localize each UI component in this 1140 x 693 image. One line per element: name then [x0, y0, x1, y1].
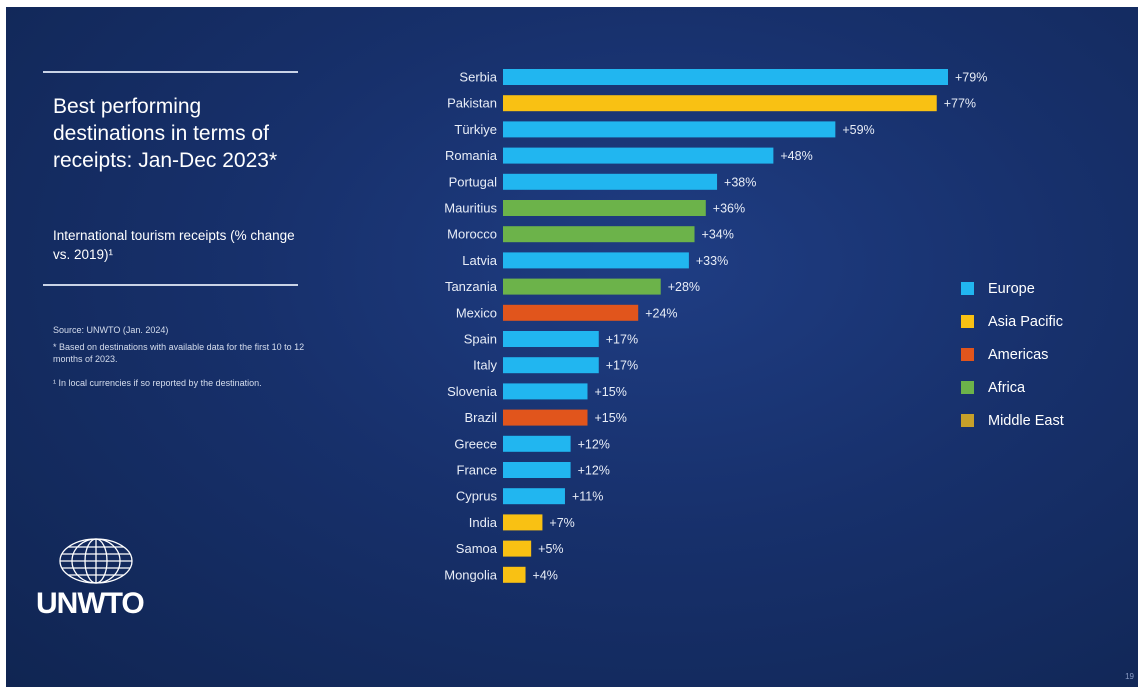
value-label-mexico: +24%: [645, 306, 677, 320]
bar-chart: Serbia +79% Pakistan +77% Türkiye +59% Romania…: [444, 69, 987, 583]
legend-label-europe: Europe: [988, 280, 1035, 297]
category-label-turkiye: Türkiye: [454, 122, 497, 137]
bar-turkiye: [503, 121, 836, 138]
category-label-cyprus: Cyprus: [456, 489, 498, 504]
value-label-india: +7%: [549, 516, 574, 530]
value-label-spain: +17%: [606, 333, 638, 347]
top-divider: [43, 71, 298, 73]
legend-swatch-middle-east: [961, 414, 974, 427]
value-label-slovenia: +15%: [594, 385, 626, 399]
bar-pakistan: [503, 95, 937, 112]
bar-greece: [503, 435, 571, 452]
value-label-pakistan: +77%: [944, 97, 976, 111]
legend-swatch-asia-pacific: [961, 315, 974, 328]
value-label-turkiye: +59%: [842, 123, 874, 137]
bar-samoa: [503, 540, 532, 557]
slide: Best performing destinations in terms of…: [6, 7, 1138, 687]
legend-swatch-africa: [961, 381, 974, 394]
bar-slovenia: [503, 383, 588, 400]
value-label-romania: +48%: [780, 149, 812, 163]
source-note: Source: UNWTO (Jan. 2024): [53, 325, 169, 335]
value-label-brazil: +15%: [594, 411, 626, 425]
legend-label-americas: Americas: [988, 346, 1049, 363]
legend-swatch-americas: [961, 348, 974, 361]
category-label-france: France: [457, 463, 497, 478]
bar-portugal: [503, 173, 718, 190]
value-label-morocco: +34%: [702, 228, 734, 242]
bar-france: [503, 462, 571, 478]
category-label-mexico: Mexico: [456, 305, 497, 320]
bar-tanzania: [503, 278, 661, 295]
legend-item-americas: Americas: [961, 338, 1064, 371]
bar-serbia: [503, 69, 948, 85]
bar-mongolia: [503, 566, 526, 583]
category-label-romania: Romania: [445, 148, 498, 163]
legend-item-middle-east: Middle East: [961, 404, 1064, 437]
legend-item-africa: Africa: [961, 371, 1064, 404]
unwto-globe-icon: [59, 538, 133, 584]
value-label-tanzania: +28%: [668, 280, 700, 294]
bar-brazil: [503, 409, 588, 426]
bar-mexico: [503, 304, 639, 321]
category-label-pakistan: Pakistan: [447, 96, 497, 111]
bar-italy: [503, 357, 599, 374]
value-label-mauritius: +36%: [713, 202, 745, 216]
legend-label-asia-pacific: Asia Pacific: [988, 313, 1063, 330]
category-label-spain: Spain: [464, 332, 497, 347]
value-label-greece: +12%: [578, 437, 610, 451]
footnote-available-data: * Based on destinations with available d…: [53, 342, 305, 364]
value-label-cyprus: +11%: [572, 490, 603, 504]
value-label-samoa: +5%: [538, 542, 563, 556]
bar-latvia: [503, 252, 689, 269]
value-label-mongolia: +4%: [533, 568, 558, 582]
legend-swatch-europe: [961, 282, 974, 295]
category-label-mauritius: Mauritius: [444, 201, 497, 216]
category-label-greece: Greece: [454, 436, 497, 451]
category-label-serbia: Serbia: [459, 70, 497, 85]
legend-item-asia-pacific: Asia Pacific: [961, 305, 1064, 338]
slide-subtitle: International tourism receipts (% change…: [53, 228, 295, 262]
legend-label-africa: Africa: [988, 379, 1026, 396]
category-label-italy: Italy: [473, 358, 497, 373]
category-label-brazil: Brazil: [464, 410, 497, 425]
value-label-portugal: +38%: [724, 175, 756, 189]
category-label-mongolia: Mongolia: [444, 567, 498, 582]
bar-morocco: [503, 226, 695, 243]
category-label-portugal: Portugal: [449, 174, 498, 189]
legend-label-middle-east: Middle East: [988, 412, 1064, 429]
bar-spain: [503, 331, 599, 347]
page-number: 19: [1125, 672, 1134, 681]
bar-mauritius: [503, 200, 706, 216]
category-label-tanzania: Tanzania: [445, 279, 498, 294]
value-label-italy: +17%: [606, 359, 638, 373]
footnote-local-currencies: ¹ In local currencies if so reported by …: [53, 378, 262, 388]
unwto-logo-text: UNWTO: [36, 587, 145, 620]
bar-romania: [503, 147, 774, 164]
chart-legend: Europe Asia Pacific Americas Africa Middle E…: [961, 272, 1064, 437]
bar-cyprus: [503, 488, 565, 505]
value-label-latvia: +33%: [696, 254, 728, 268]
category-label-morocco: Morocco: [447, 227, 497, 242]
bottom-divider: [43, 284, 298, 286]
category-label-samoa: Samoa: [456, 541, 498, 556]
value-label-serbia: +79%: [955, 71, 987, 85]
category-label-latvia: Latvia: [462, 253, 497, 268]
category-label-slovenia: Slovenia: [447, 384, 498, 399]
category-label-india: India: [469, 515, 498, 530]
legend-item-europe: Europe: [961, 272, 1064, 305]
bar-india: [503, 514, 543, 531]
slide-title: Best performing destinations in terms of…: [53, 95, 278, 172]
value-label-france: +12%: [578, 464, 610, 478]
